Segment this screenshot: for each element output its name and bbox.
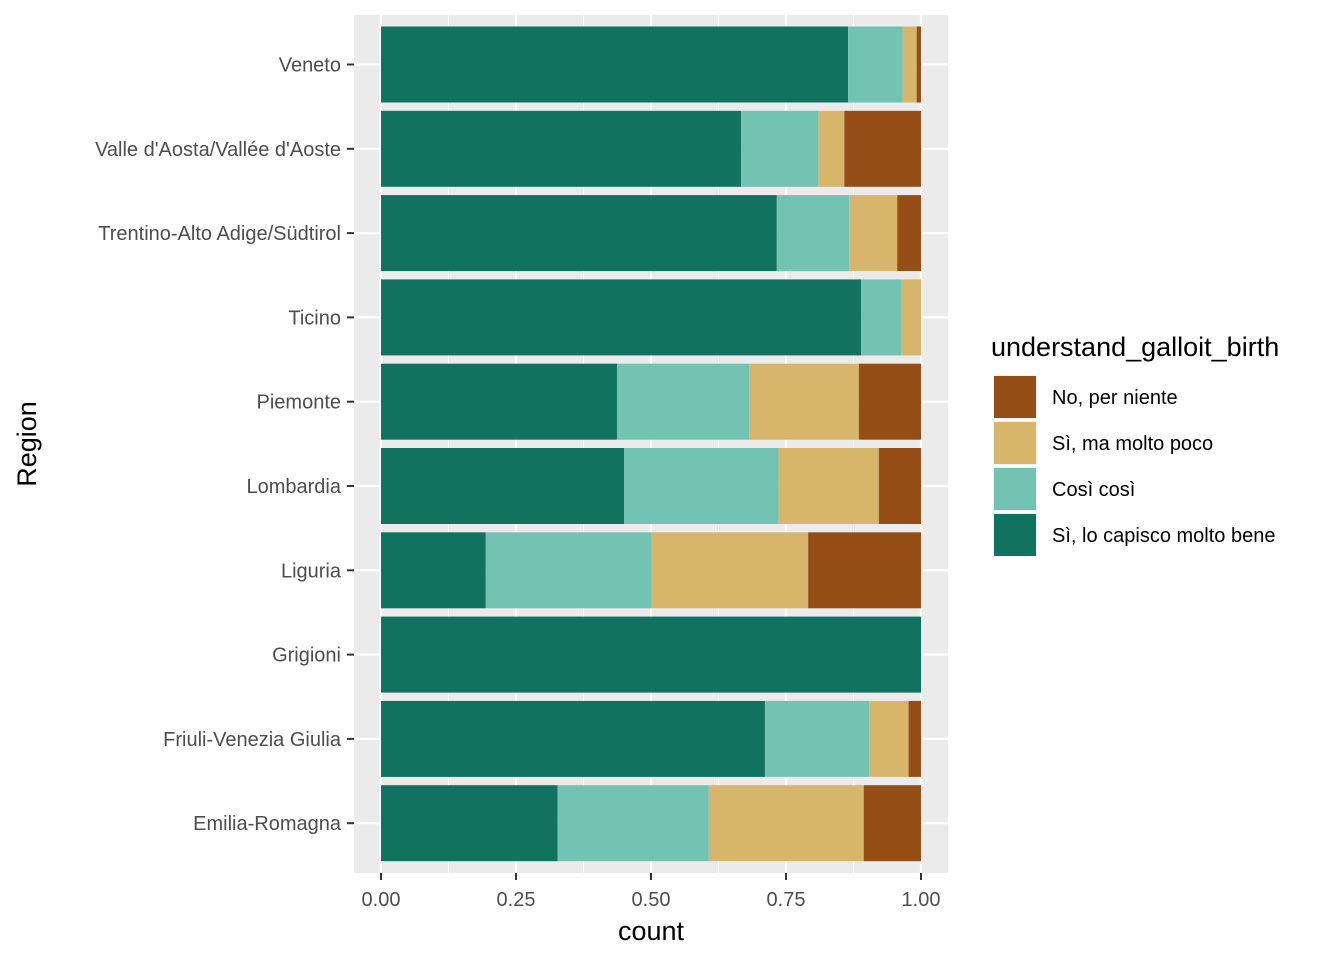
bar-segment — [858, 363, 921, 440]
bar-segment — [916, 26, 921, 103]
legend-key — [994, 376, 1036, 418]
bar-segment — [381, 195, 777, 272]
bar-segment — [381, 448, 624, 524]
bars — [381, 26, 921, 862]
bar-segment — [764, 700, 870, 777]
legend-label: Così così — [1052, 479, 1135, 501]
legend-key — [994, 468, 1036, 510]
bar-segment — [616, 363, 750, 440]
bar-segment — [381, 532, 486, 609]
legend-label: Sì, ma molto poco — [1052, 433, 1213, 455]
y-tick-label: Friuli-Venezia Giulia — [163, 729, 342, 751]
bar-segment — [848, 26, 903, 103]
bar-segment — [485, 532, 651, 609]
legend-key — [994, 422, 1036, 464]
y-tick-label: Veneto — [279, 55, 341, 77]
bar-segment — [381, 363, 617, 440]
x-axis-title: count — [618, 916, 685, 946]
bar-segment — [381, 700, 765, 777]
bar-segment — [776, 195, 850, 272]
bar-segment — [749, 363, 859, 440]
y-tick-label: Valle d'Aosta/Vallée d'Aoste — [95, 139, 341, 161]
bar-segment — [897, 195, 921, 272]
bar-segment — [818, 110, 845, 187]
bar-segment — [778, 448, 879, 524]
legend-title: understand_galloit_birth — [991, 332, 1279, 362]
legend: understand_galloit_birth No, per niente S… — [991, 332, 1279, 557]
bar-segment — [878, 448, 921, 524]
bar-segment — [381, 616, 921, 693]
y-tick-label: Liguria — [281, 560, 342, 582]
bar-segment — [808, 532, 921, 609]
legend-key — [994, 514, 1036, 556]
legend-label: No, per niente — [1052, 387, 1178, 409]
bar-segment — [381, 26, 849, 103]
bar-segment — [863, 785, 921, 862]
bar-segment — [624, 448, 779, 524]
x-tick-label: 0.50 — [632, 889, 671, 911]
bar-segment — [651, 532, 809, 609]
y-tick-label: Emilia-Romagna — [193, 813, 342, 835]
y-tick-label: Ticino — [288, 307, 341, 329]
x-tick-label: 1.00 — [902, 889, 941, 911]
bar-segment — [849, 195, 898, 272]
bar-segment — [708, 785, 864, 862]
y-tick-label: Lombardia — [246, 476, 341, 498]
bar-segment — [902, 26, 917, 103]
x-tick-label: 0.25 — [497, 889, 536, 911]
bar-segment — [381, 110, 742, 187]
bar-segment — [557, 785, 709, 862]
bar-segment — [381, 785, 558, 862]
bar-segment — [844, 110, 921, 187]
y-axis-title: Region — [12, 401, 42, 487]
bar-segment — [381, 279, 862, 356]
bar-segment — [901, 279, 921, 356]
bar-segment — [908, 700, 921, 777]
x-tick-label: 0.00 — [362, 889, 401, 911]
bar-segment — [741, 110, 819, 187]
legend-label: Sì, lo capisco molto bene — [1052, 525, 1275, 547]
y-tick-label: Trentino-Alto Adige/Südtirol — [98, 223, 341, 245]
bar-segment — [861, 279, 902, 356]
x-axis: 0.00 0.25 0.50 0.75 1.00 — [362, 873, 941, 911]
y-tick-label: Grigioni — [272, 645, 341, 667]
y-axis: Veneto Valle d'Aosta/Vallée d'Aoste Trenti… — [95, 55, 354, 835]
y-tick-label: Piemonte — [257, 392, 342, 414]
x-tick-label: 0.75 — [767, 889, 806, 911]
bar-segment — [869, 700, 909, 777]
